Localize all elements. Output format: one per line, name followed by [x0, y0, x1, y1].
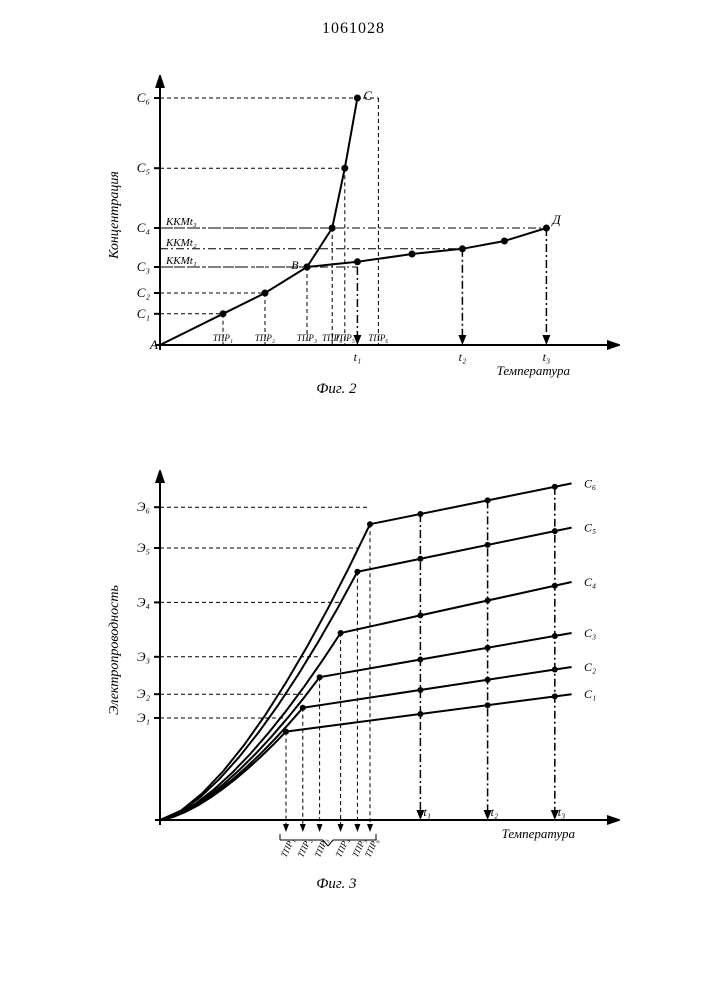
svg-text:Э₆: Э₆: [137, 499, 150, 514]
svg-text:Э₃: Э₃: [137, 649, 150, 664]
svg-text:ТПР₃: ТПР₃: [297, 333, 317, 343]
svg-text:ТПР₁: ТПР₁: [213, 333, 233, 343]
svg-text:ТПР₂: ТПР₂: [255, 333, 275, 343]
svg-text:ТПР₅: ТПР₅: [335, 333, 355, 343]
svg-text:ККМt₂: ККМt₂: [165, 237, 197, 249]
figure-2: C₁ C₂ C₃ C₄ C₅ C₆ ККМt₃ ККМt₂ ККМt₁ t₁ t₂ t₃ ТПР₁ ТПР…: [100, 75, 620, 420]
svg-text:A: A: [149, 337, 158, 352]
svg-text:Концентрация: Концентрация: [107, 171, 122, 260]
svg-text:Электропроводность: Электропроводность: [107, 585, 122, 715]
svg-text:t₂: t₂: [459, 350, 467, 364]
svg-text:ККМt₁: ККМt₁: [165, 255, 197, 267]
svg-text:C₃: C₃: [137, 259, 150, 274]
svg-text:C₆: C₆: [137, 90, 150, 105]
svg-text:Фиг. 3: Фиг. 3: [316, 876, 356, 892]
page-number: 1061028: [322, 20, 385, 38]
svg-text:t₂: t₂: [491, 805, 499, 819]
figure-3: Э₁Э₂Э₃Э₄Э₅Э₆C₆C₅C₄C₃C₂C₁t₁t₂t₃ТПР₁ТПР₂ТП…: [100, 470, 620, 905]
svg-text:C₁: C₁: [137, 306, 150, 321]
svg-text:Э₄: Э₄: [137, 594, 151, 609]
svg-text:C₁: C₁: [584, 687, 596, 701]
svg-text:Температура: Температура: [497, 363, 571, 378]
svg-text:Д: Д: [550, 212, 561, 227]
svg-text:C₂: C₂: [137, 285, 151, 300]
svg-text:t₁: t₁: [354, 350, 362, 364]
svg-text:C₃: C₃: [584, 626, 596, 640]
svg-text:Фиг. 2: Фиг. 2: [316, 381, 357, 397]
svg-text:C₅: C₅: [137, 160, 150, 175]
svg-text:С: С: [363, 88, 372, 103]
svg-text:C₂: C₂: [584, 660, 596, 674]
svg-text:В: В: [291, 258, 299, 272]
svg-text:Температура: Температура: [502, 826, 576, 841]
svg-text:Э₅: Э₅: [137, 540, 150, 555]
svg-text:ККМt₃: ККМt₃: [165, 216, 197, 228]
svg-text:t₃: t₃: [543, 350, 551, 364]
svg-text:t₃: t₃: [558, 805, 566, 819]
svg-text:C₆: C₆: [584, 476, 596, 490]
svg-text:t₁: t₁: [423, 805, 431, 819]
svg-text:Э₁: Э₁: [137, 710, 150, 725]
svg-text:C₅: C₅: [584, 521, 596, 535]
svg-text:Э₂: Э₂: [137, 686, 151, 701]
svg-text:C₄: C₄: [137, 220, 151, 235]
svg-text:C₄: C₄: [584, 575, 596, 589]
svg-text:ТПР₆: ТПР₆: [368, 333, 388, 343]
